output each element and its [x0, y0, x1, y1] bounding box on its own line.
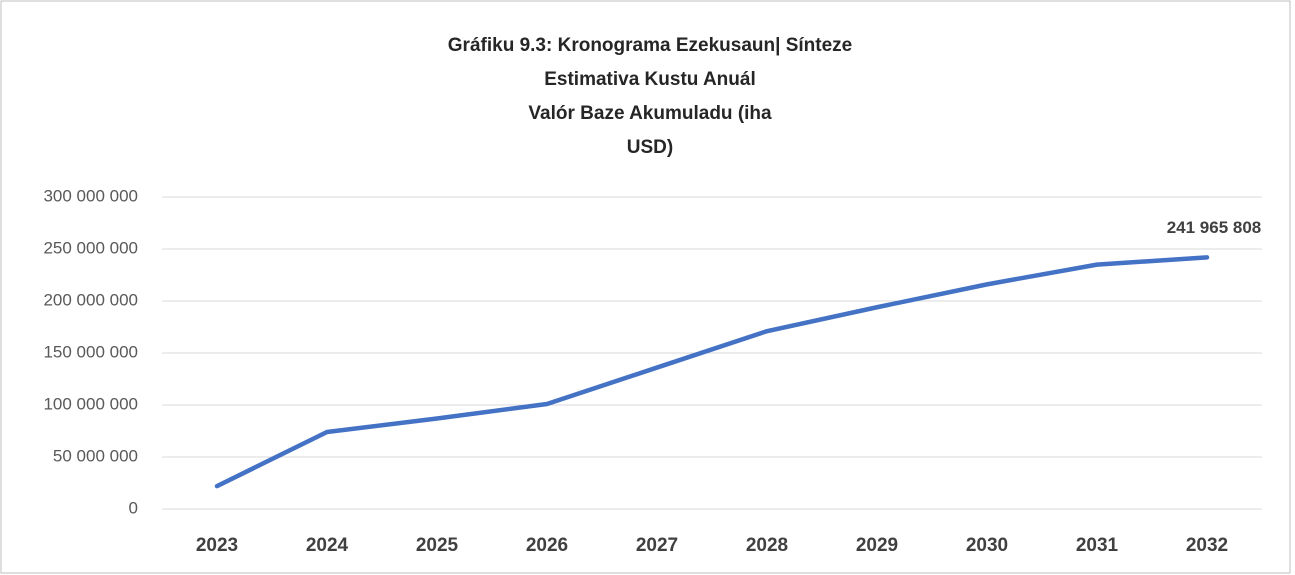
- x-tick-label: 2032: [1186, 535, 1228, 556]
- chart-title: Valór Baze Akumuladu (iha: [528, 103, 772, 124]
- x-tick-label: 2025: [416, 535, 459, 556]
- x-tick-label: 2031: [1076, 535, 1119, 556]
- y-tick-label: 300 000 000: [43, 186, 138, 205]
- line: [214, 255, 1210, 489]
- x-tick-label: 2029: [856, 535, 898, 556]
- chart-title: USD): [627, 137, 673, 158]
- x-tick-label: 2030: [966, 535, 1008, 556]
- chart-title: Gráfiku 9.3: Kronograma Ezekusaun| Sínte…: [448, 35, 852, 56]
- y-tick-label: 250 000 000: [43, 238, 138, 257]
- chart-title: Estimativa Kustu Anuál: [544, 69, 756, 90]
- y-tick-label: 100 000 000: [43, 394, 138, 413]
- y-tick-label: 0: [129, 498, 138, 517]
- x-tick-label: 2024: [306, 535, 349, 556]
- y-tick-label: 50 000 000: [53, 446, 138, 465]
- x-tick-label: 2023: [196, 535, 238, 556]
- x-tick-label: 2027: [636, 535, 678, 556]
- x-tick-label: 2026: [526, 535, 568, 556]
- x-tick-label: 2028: [746, 535, 788, 556]
- data-label: 241 965 808: [1167, 218, 1262, 237]
- y-tick-label: 150 000 000: [43, 342, 138, 361]
- y-tick-label: 200 000 000: [43, 290, 138, 309]
